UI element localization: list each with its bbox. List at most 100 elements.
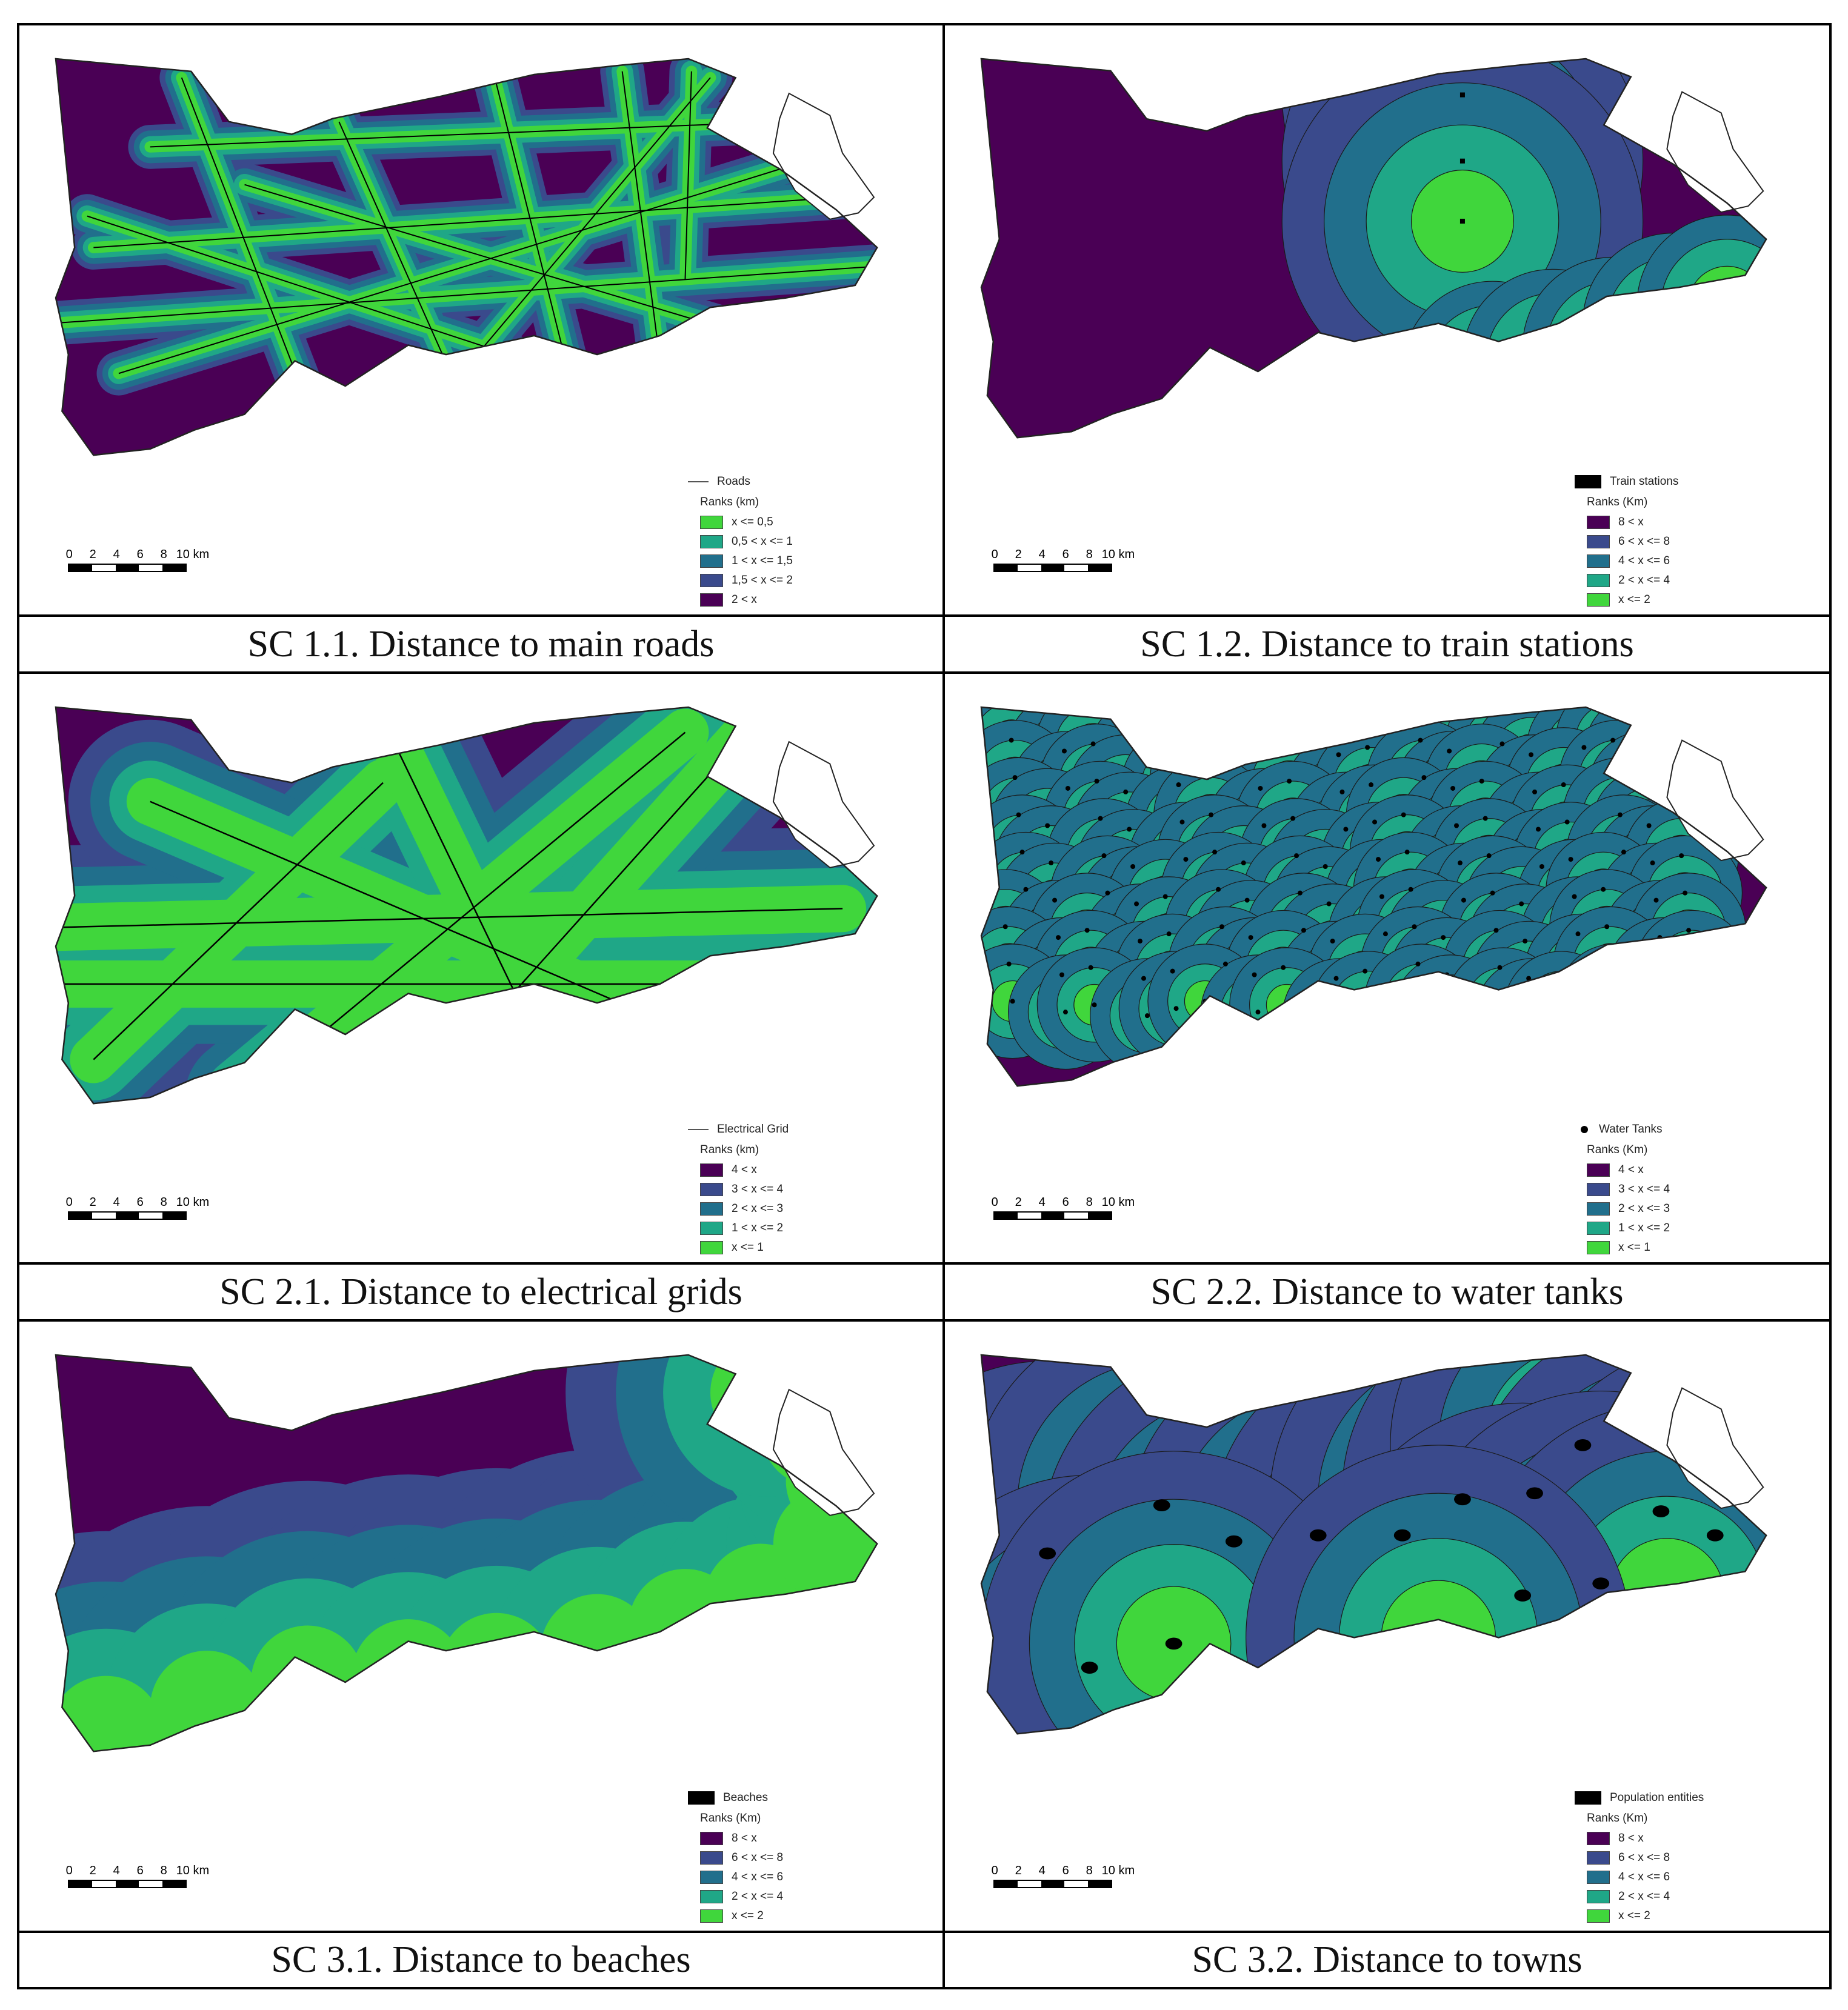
legend-title: Ranks (Km) bbox=[1587, 496, 1648, 508]
water-tank-marker bbox=[1376, 857, 1381, 862]
station-buffer bbox=[1453, 331, 1532, 411]
legend-swatch bbox=[700, 574, 723, 587]
tank-buffer bbox=[1319, 994, 1361, 1037]
tank-buffer bbox=[1585, 954, 1701, 1070]
water-tank-marker bbox=[1412, 924, 1417, 930]
water-tank-marker bbox=[1061, 748, 1067, 754]
feature-symbol-icon bbox=[1575, 475, 1601, 488]
tank-buffer bbox=[1412, 974, 1489, 1050]
legend-entry: 6 < x <= 8 bbox=[1587, 532, 1670, 551]
ranks-legend: Ranks (km) x <= 0,5 0,5 < x <= 1 1 < x <= 1… bbox=[700, 496, 793, 610]
scale-tick-label: 8 bbox=[160, 1864, 167, 1877]
choropleth-map bbox=[980, 706, 1767, 1087]
scale-tick-label: 4 bbox=[1038, 1196, 1046, 1209]
water-tank-marker bbox=[1143, 752, 1149, 757]
water-tank-marker bbox=[1604, 924, 1610, 930]
legend-swatch bbox=[1587, 1163, 1610, 1177]
water-tank-marker bbox=[1539, 864, 1544, 869]
scale-tick-label: 6 bbox=[1062, 548, 1069, 561]
water-tank-marker bbox=[1572, 894, 1577, 899]
water-tank-marker bbox=[1166, 931, 1172, 937]
population-entity bbox=[1592, 1577, 1610, 1590]
scale-tick-label: 2 bbox=[1015, 1864, 1022, 1877]
water-tank-marker bbox=[1056, 935, 1061, 940]
feature-label: Train stations bbox=[1610, 475, 1679, 488]
road-line bbox=[244, 184, 749, 336]
tank-buffer bbox=[1576, 963, 1652, 1039]
scale-tick-label: 10 km bbox=[176, 1864, 210, 1877]
station-buffer bbox=[1660, 239, 1767, 372]
map-panel-4: 0 2 4 6 8 10 km Water Tanks Ranks (Km) 4 < x 3 < … bbox=[945, 674, 1829, 1265]
water-tank-marker bbox=[1283, 741, 1289, 747]
water-tank-marker bbox=[1401, 812, 1406, 817]
water-tank-marker bbox=[1686, 928, 1692, 933]
road-line bbox=[56, 265, 875, 324]
water-tank-marker bbox=[1252, 972, 1257, 977]
water-tank-marker bbox=[1090, 741, 1096, 747]
legend-label: 4 < x <= 6 bbox=[1618, 1871, 1670, 1883]
water-tank-marker bbox=[1019, 850, 1025, 855]
legend-swatch bbox=[700, 1183, 723, 1196]
water-tank-marker bbox=[1212, 850, 1218, 855]
legend-entry: 2 < x <= 4 bbox=[1587, 1887, 1670, 1906]
population-entity bbox=[1514, 1589, 1532, 1602]
caption-cell: SC 1.2. Distance to train stations bbox=[945, 617, 1829, 674]
legend-swatch bbox=[700, 1851, 723, 1865]
scale-tick-label: 6 bbox=[136, 548, 144, 561]
water-tank-marker bbox=[1326, 901, 1332, 907]
water-tank-marker bbox=[1023, 887, 1029, 892]
tank-buffer bbox=[1503, 951, 1619, 1067]
water-tank-marker bbox=[1016, 812, 1021, 817]
legend-entry: 1,5 < x <= 2 bbox=[700, 571, 793, 590]
tank-buffer bbox=[1654, 930, 1730, 1005]
water-tank-marker bbox=[1287, 779, 1292, 784]
legend-label: x <= 2 bbox=[732, 1909, 764, 1922]
water-tank-marker bbox=[1052, 897, 1058, 903]
feature-label: Beaches bbox=[723, 1791, 768, 1804]
map-panel-6: 0 2 4 6 8 10 km Population entities Ranks (Km) 8… bbox=[945, 1322, 1829, 1933]
population-entity bbox=[1393, 1529, 1411, 1542]
legend-label: 2 < x <= 4 bbox=[1618, 574, 1670, 587]
water-tank-marker bbox=[1408, 887, 1413, 892]
feature-label: Roads bbox=[717, 475, 750, 488]
legend-entry: 1 < x <= 2 bbox=[700, 1219, 783, 1238]
water-tank-marker bbox=[1172, 745, 1178, 750]
legend-swatch bbox=[1587, 1241, 1610, 1254]
tank-buffer bbox=[1540, 987, 1583, 1030]
legend-swatch bbox=[700, 1241, 723, 1254]
legend-label: 4 < x bbox=[732, 1163, 757, 1176]
water-tank-marker bbox=[1098, 816, 1103, 821]
legend-entry: 1 < x <= 1,5 bbox=[700, 551, 793, 571]
legend-entry: 3 < x <= 4 bbox=[1587, 1180, 1670, 1199]
legend-entry: 2 < x <= 3 bbox=[1587, 1199, 1670, 1219]
water-tank-marker bbox=[1579, 968, 1584, 974]
water-tank-marker bbox=[1441, 935, 1446, 940]
water-tank-marker bbox=[1679, 853, 1684, 859]
legend-label: 8 < x bbox=[732, 1832, 757, 1845]
water-tank-marker bbox=[1297, 890, 1303, 896]
legend-entry: x <= 0,5 bbox=[700, 513, 793, 532]
legend-label: x <= 0,5 bbox=[732, 516, 773, 528]
water-tank-marker bbox=[1170, 968, 1175, 974]
feature-label: Electrical Grid bbox=[717, 1123, 789, 1136]
tank-buffer bbox=[1605, 974, 1681, 1050]
legend-entry: 2 < x bbox=[700, 590, 793, 610]
water-tank-marker bbox=[1330, 939, 1335, 944]
water-tank-marker bbox=[1501, 1002, 1506, 1008]
water-tank-marker bbox=[1127, 827, 1132, 832]
tank-buffer bbox=[1635, 910, 1750, 1025]
legend-label: 6 < x <= 8 bbox=[1618, 1851, 1670, 1864]
water-tank-marker bbox=[1497, 965, 1503, 970]
road-line bbox=[150, 121, 780, 148]
water-tank-marker bbox=[1084, 928, 1090, 933]
water-tank-marker bbox=[1490, 890, 1495, 896]
legend-swatch bbox=[1587, 1851, 1610, 1865]
map-panel-1: 0 2 4 6 8 10 km Roads Ranks (km) x <= 0,5 0,5 < x… bbox=[19, 25, 945, 617]
scale-tick-label: 0 bbox=[65, 1864, 73, 1877]
road-line bbox=[87, 215, 510, 356]
water-tank-marker bbox=[1601, 887, 1606, 892]
legend-label: x <= 2 bbox=[1618, 1909, 1650, 1922]
scale-tick-label: 2 bbox=[89, 548, 96, 561]
legend-swatch bbox=[1587, 1183, 1610, 1196]
scale-tick-label: 2 bbox=[89, 1196, 96, 1209]
